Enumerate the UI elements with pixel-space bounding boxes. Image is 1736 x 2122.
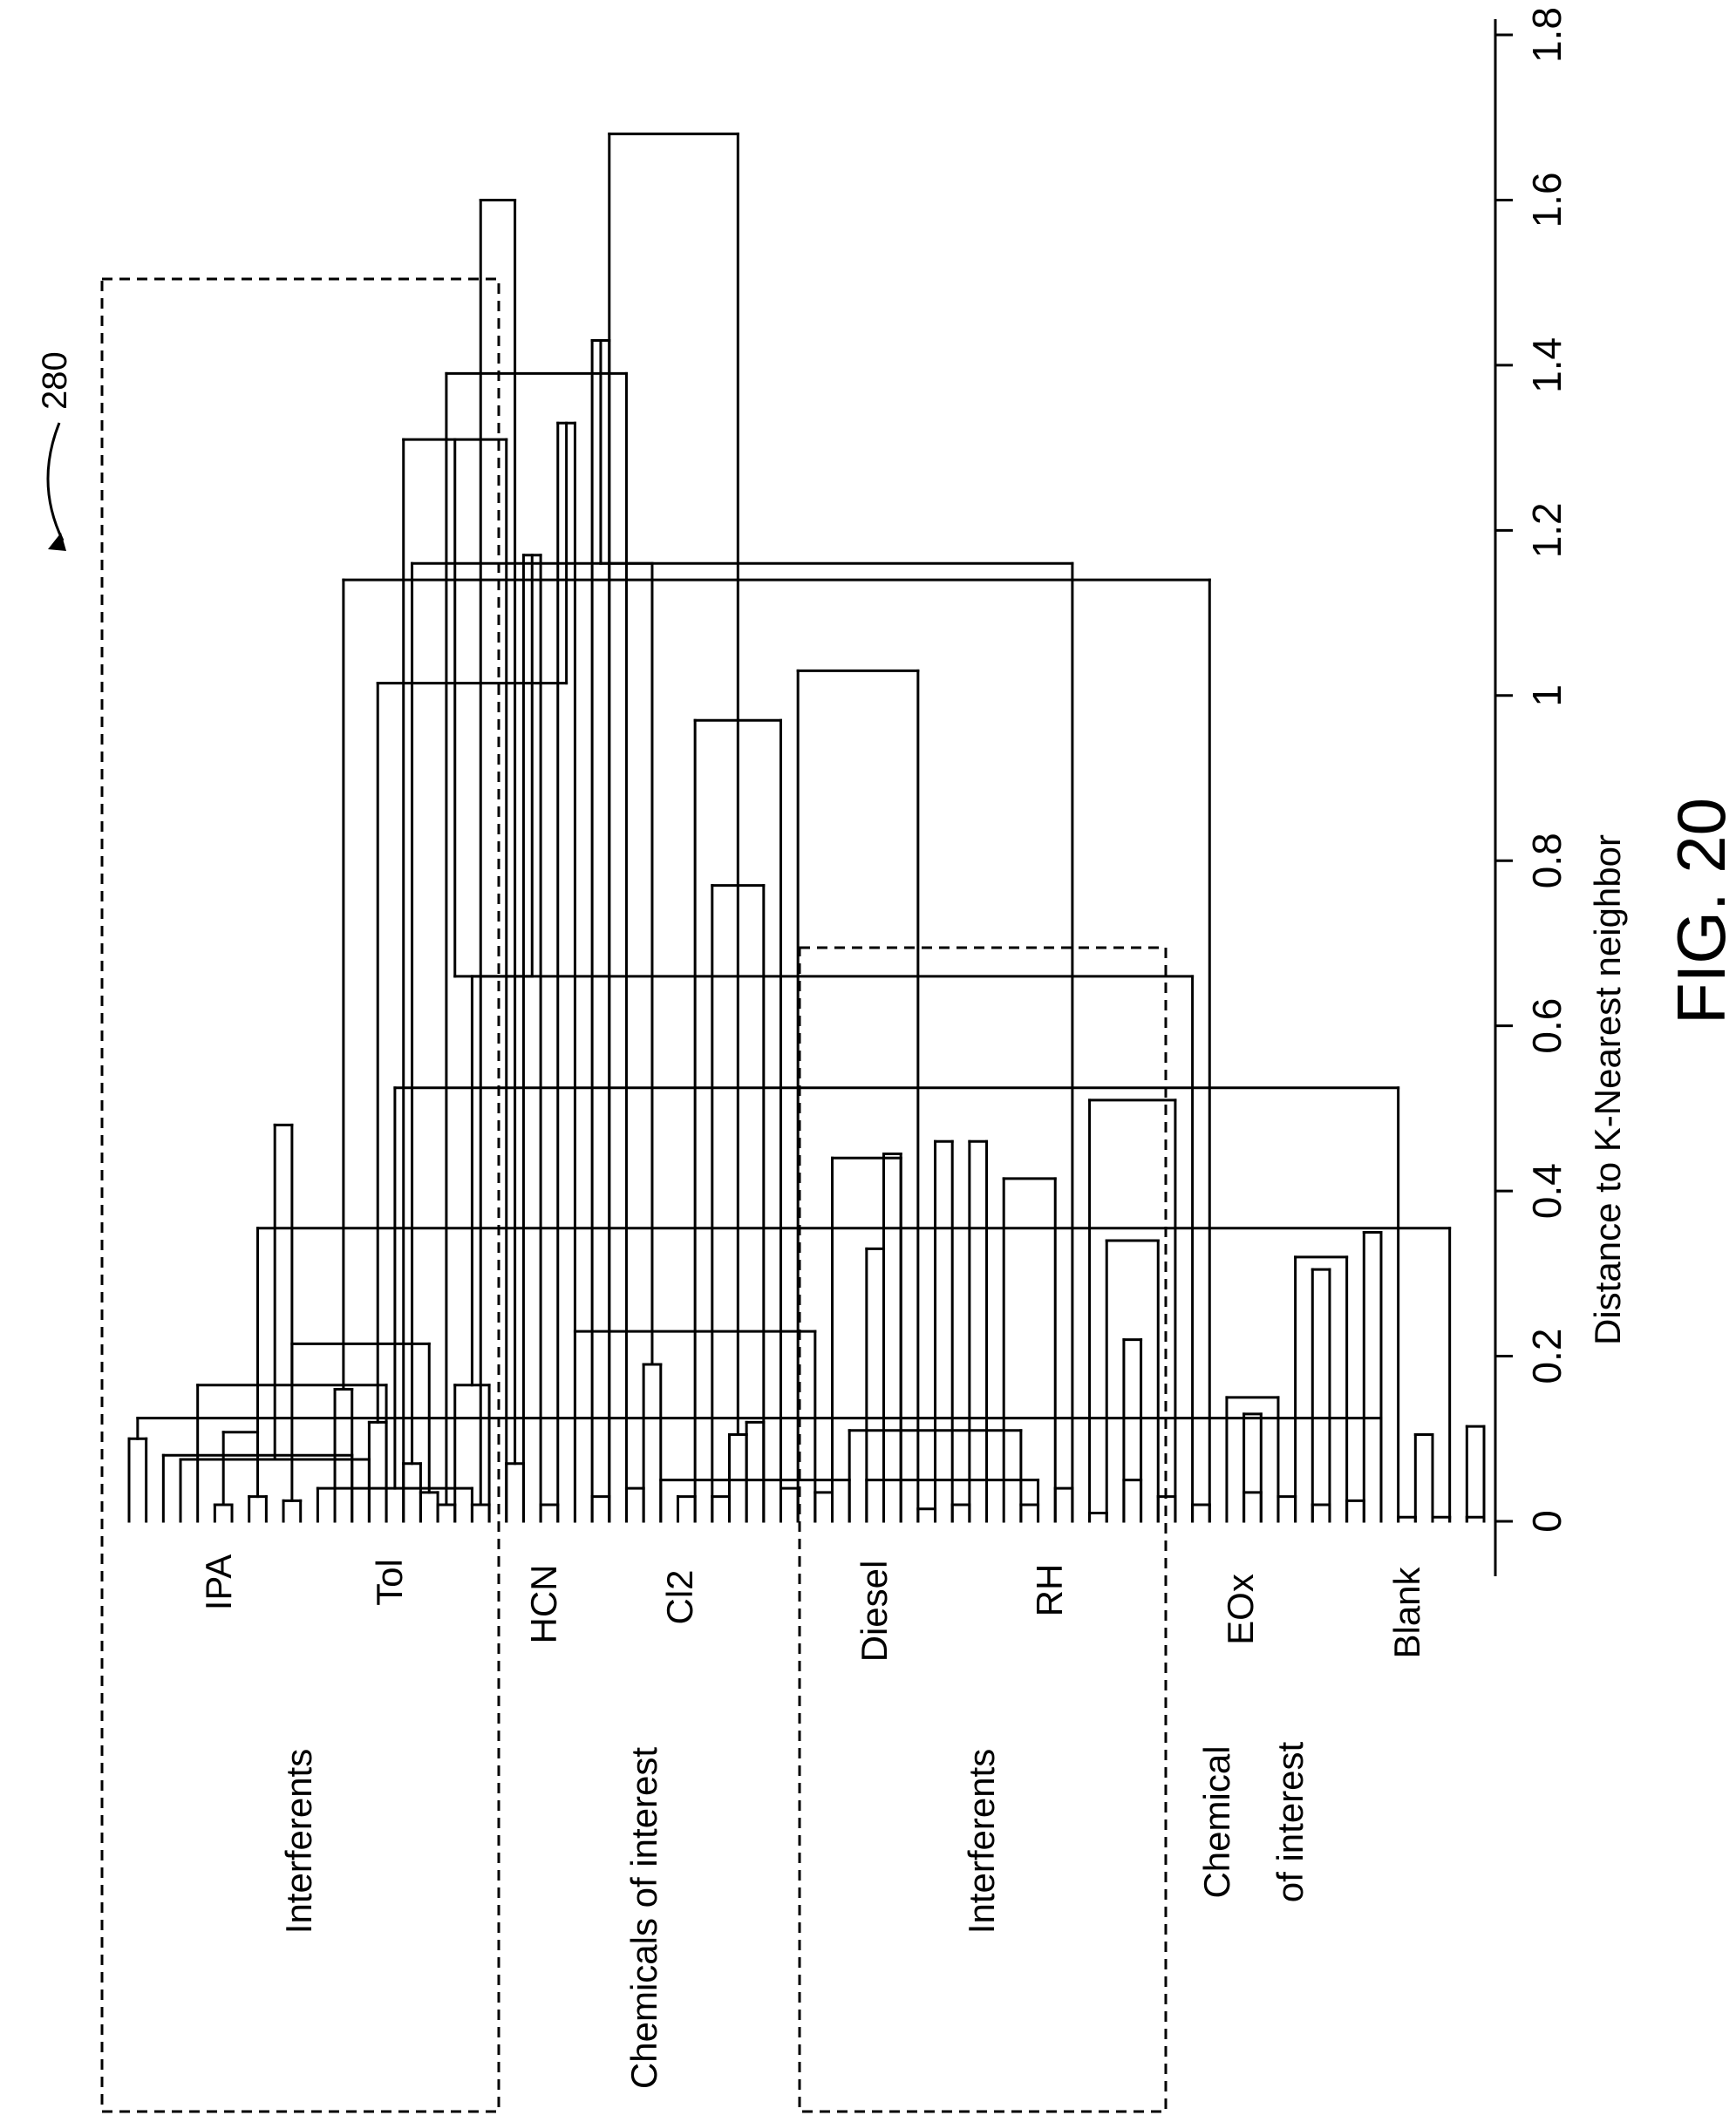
axis-tick-label: 0.6 [1524,998,1569,1054]
dendrogram-lines [127,133,1486,1523]
axis-tick-label: 0.4 [1524,1163,1569,1219]
class-label-diesel: Diesel [854,1561,895,1663]
dashed-boxes [100,277,1168,2113]
axis-tick-label: 0.8 [1524,833,1569,888]
class-label-ipa: IPA [198,1554,239,1611]
group-label-chemical-line2: of interest [1270,1741,1311,1902]
axis-ticks: 0 0.2 0.4 0.6 0.8 1 1.2 1.4 1.6 1.8 [1495,7,1569,1533]
group-label-chemical-line1: Chemical [1196,1745,1237,1898]
class-label-hcn: HCN [523,1565,564,1644]
group-label-interferents-2: Interferents [961,1749,1002,1934]
class-label-tol: Tol [369,1559,410,1606]
group-label-chemicals-of-interest: Chemicals of interest [623,1747,664,2089]
class-label-rh: RH [1029,1564,1070,1617]
class-labels: IPA Tol HCN Cl2 Diesel RH EOx Blank [198,1554,1427,1663]
reference-arrowhead-icon [48,533,66,551]
axis-tick-label: 1 [1524,684,1569,707]
axis-tick-label: 0.2 [1524,1329,1569,1384]
axis-tick-label: 1.2 [1524,502,1569,558]
group-dashed-box [100,277,500,2113]
class-label-cl2: Cl2 [659,1569,700,1624]
class-label-eox: EOx [1220,1574,1261,1645]
class-label-blank: Blank [1386,1566,1427,1658]
group-label-interferents-1: Interferents [278,1749,319,1934]
group-dashed-box [798,946,1168,2113]
axis-tick-label: 1.6 [1524,172,1569,228]
axis-tick-label: 1.4 [1524,337,1569,393]
group-labels: Interferents Chemicals of interest Inter… [278,1741,1311,2089]
axis-tick-label: 1.8 [1524,7,1569,63]
axis-tick-label: 0 [1524,1510,1569,1533]
reference-numeral: 280 [36,351,74,410]
axis-title: Distance to K-Nearest neighbor [1587,834,1628,1345]
figure-title: FIG. 20 [1663,798,1736,1024]
reference-arrow [46,422,65,541]
